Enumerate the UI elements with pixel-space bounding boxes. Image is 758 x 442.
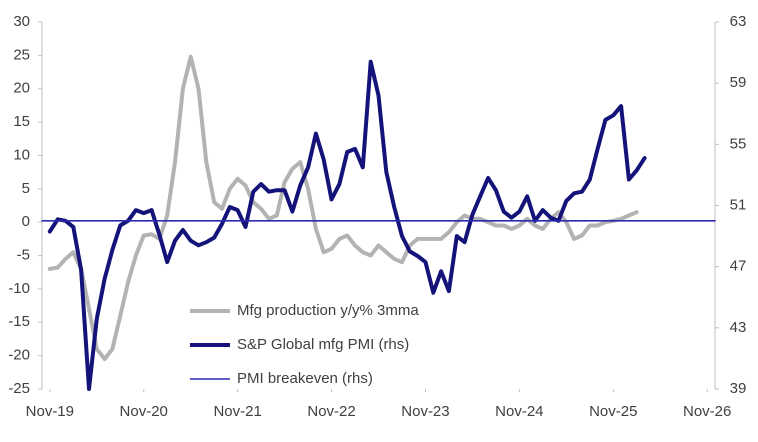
y-tick-label: -15 (8, 313, 30, 330)
x-tick-label: Nov-23 (401, 403, 449, 420)
y-tick-label: 20 (13, 80, 30, 97)
y2-tick-label: 55 (730, 135, 747, 152)
x-tick-label: Nov-25 (589, 403, 637, 420)
x-tick-label: Nov-24 (495, 403, 543, 420)
x-tick-label: Nov-20 (120, 403, 168, 420)
y-tick-label: 10 (13, 146, 30, 163)
y2-tick-label: 43 (730, 319, 747, 336)
y2-tick-label: 51 (730, 196, 747, 213)
y-tick-label: 30 (13, 13, 30, 30)
y2-tick-label: 63 (730, 13, 747, 30)
x-tick-label: Nov-26 (683, 403, 731, 420)
series-line (47, 59, 647, 391)
legend-label: S&P Global mfg PMI (rhs) (237, 336, 409, 353)
y-tick-label: -10 (8, 280, 30, 297)
y2-tick-label: 47 (730, 258, 747, 275)
y2-tick-label: 39 (730, 380, 747, 397)
series-line (47, 54, 639, 361)
y-tick-label: -5 (17, 247, 30, 264)
legend-label: PMI breakeven (rhs) (237, 370, 373, 387)
y-tick-label: 0 (22, 213, 30, 230)
y2-tick-label: 59 (730, 74, 747, 91)
x-tick-label: Nov-21 (213, 403, 261, 420)
legend-label: Mfg production y/y% 3mma (237, 302, 419, 319)
x-tick-label: Nov-19 (26, 403, 74, 420)
y-tick-label: -25 (8, 380, 30, 397)
y-tick-label: -20 (8, 347, 30, 364)
y-tick-label: 5 (22, 180, 30, 197)
x-tick-label: Nov-22 (307, 403, 355, 420)
y-tick-label: 25 (13, 46, 30, 63)
y-tick-label: 15 (13, 113, 30, 130)
